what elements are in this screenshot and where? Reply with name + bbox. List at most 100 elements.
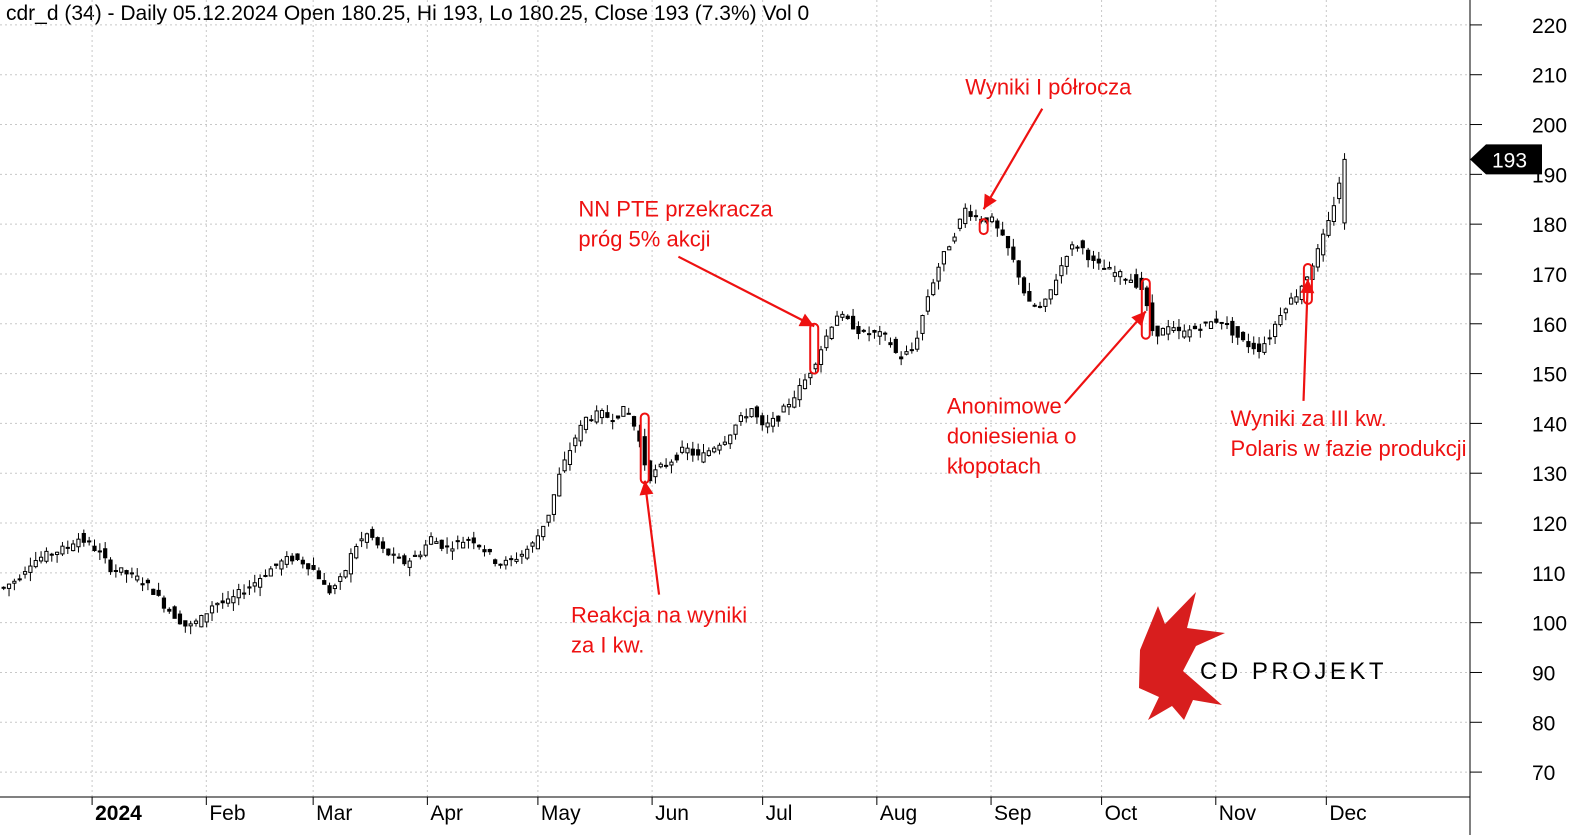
candle-body — [509, 558, 514, 561]
candle-body — [311, 565, 316, 570]
candle-body — [231, 596, 236, 604]
annotation-line: doniesienia o — [947, 423, 1077, 448]
annotation-text: Anonimowe doniesienia o kłopotach — [947, 393, 1077, 478]
candle-body — [119, 567, 124, 573]
candle-body — [856, 325, 861, 334]
candle-body — [760, 415, 765, 426]
candle-body — [33, 560, 38, 568]
candle-body — [199, 615, 204, 628]
candle-body — [225, 598, 231, 604]
candle-body — [1219, 321, 1224, 324]
candle-body — [274, 563, 279, 566]
candle-body — [1128, 279, 1133, 283]
candle-body — [466, 538, 471, 541]
candle-body — [888, 342, 893, 346]
annotation-text: Wyniki za III kw. Polaris w fazie produkc… — [1231, 406, 1467, 461]
candle-body — [1171, 327, 1176, 332]
candle-body — [589, 419, 594, 422]
candle-body — [583, 416, 589, 430]
candle-body — [418, 554, 423, 558]
candle-body — [808, 372, 813, 379]
candle-body — [17, 578, 22, 581]
highlight-outline — [809, 322, 820, 375]
candle-body — [503, 559, 508, 566]
y-tick-label: 130 — [1532, 463, 1567, 486]
candle-body — [396, 556, 402, 559]
candle-body — [1246, 341, 1251, 348]
candle-body — [664, 464, 669, 467]
candle-body — [1059, 265, 1064, 277]
candle-body — [1032, 304, 1037, 307]
annotation-text: Reakcja na wyniki za I kw. — [571, 603, 747, 658]
candle-body — [28, 565, 33, 573]
candle-body — [1331, 205, 1336, 223]
annotation-arrow — [982, 108, 1044, 210]
candle-body — [883, 332, 888, 335]
candle-body — [236, 589, 241, 599]
chart-header: cdr_d (34) - Daily 05.12.2024 Open 180.2… — [6, 2, 810, 25]
y-tick-label: 100 — [1532, 613, 1567, 636]
candle-body — [1273, 323, 1278, 338]
candle-body — [963, 207, 968, 225]
x-tick-label: May — [541, 802, 581, 825]
logo-text: CD PROJEKT — [1200, 658, 1387, 685]
candle-body — [1315, 248, 1320, 268]
candle-body — [1224, 323, 1230, 326]
candle-body — [1134, 274, 1139, 288]
candle-body — [1182, 330, 1187, 338]
annotation-line: Reakcja na wyniki — [571, 603, 747, 628]
annotation-arrow — [643, 480, 661, 595]
annotation-line: NN PTE przekracza — [578, 197, 773, 222]
annotation-line: Wyniki za III kw. — [1231, 406, 1387, 431]
candle-body — [1294, 296, 1299, 303]
candle-body — [108, 559, 113, 573]
y-tick-label: 200 — [1532, 115, 1567, 138]
candle-body — [71, 543, 76, 552]
candle-body — [573, 437, 578, 447]
candle-body — [97, 550, 102, 553]
candle-body — [434, 541, 439, 544]
candle-body — [284, 556, 289, 565]
candle-body — [834, 315, 840, 326]
y-tick-label: 150 — [1532, 364, 1567, 387]
candle-body — [1283, 308, 1288, 314]
candle-body — [370, 528, 375, 538]
candle-body — [1166, 326, 1171, 335]
candle-body — [65, 546, 70, 549]
candle-body — [380, 541, 386, 549]
candle-body — [738, 415, 743, 422]
candle-body — [316, 570, 321, 580]
candle-body — [947, 246, 952, 251]
candle-body — [877, 331, 882, 337]
candle-body — [968, 211, 973, 217]
candle-body — [792, 397, 797, 408]
candle-body — [642, 436, 647, 466]
candle-body — [252, 582, 257, 587]
candle-body — [567, 450, 573, 465]
candle-body — [38, 556, 44, 562]
candle-body — [471, 537, 476, 544]
candle-body — [1011, 246, 1016, 260]
candle-body — [802, 379, 808, 390]
candle-body — [690, 448, 695, 456]
candle-body — [931, 282, 936, 296]
x-tick-label: Dec — [1329, 802, 1366, 825]
candle-body — [1043, 298, 1048, 307]
x-tick-label: Oct — [1105, 802, 1138, 825]
annotation-line: Wyniki I półrocza — [965, 75, 1132, 100]
candle-body — [845, 315, 850, 320]
candle-body — [797, 385, 802, 401]
candle-body — [204, 613, 209, 623]
candle-body — [605, 412, 610, 418]
last-price-label: 193 — [1492, 149, 1527, 172]
candle-body — [1037, 305, 1043, 308]
candle-body — [1198, 328, 1203, 331]
candle-body — [220, 600, 225, 604]
candle-body — [744, 416, 749, 419]
candle-body — [578, 424, 583, 442]
candle-body — [439, 539, 444, 549]
candle-body — [610, 420, 615, 423]
candle-body — [1326, 220, 1331, 236]
candle-body — [268, 568, 273, 577]
candle-body — [1048, 289, 1053, 300]
